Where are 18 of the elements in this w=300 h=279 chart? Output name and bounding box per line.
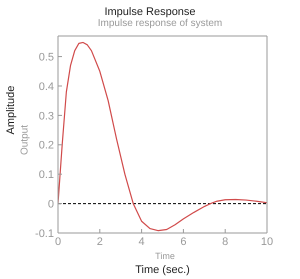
text: Output	[20, 124, 30, 156]
x-tick-label: 4	[138, 236, 145, 248]
y-tick-label: 0.4	[38, 80, 54, 93]
text: Time	[155, 251, 175, 261]
x-axis-title: Time (sec.)	[135, 264, 190, 276]
y-tick-label: 0.3	[38, 110, 54, 122]
y-tick-label: 0.1	[38, 169, 54, 182]
chart-subtitle: Impulse response of system	[96, 18, 224, 29]
x-tick-label: 8	[222, 236, 228, 248]
x-tick-label: 2	[96, 236, 103, 248]
y-tick-label: 0.2	[38, 140, 54, 152]
y-tick-label: 0	[48, 198, 54, 210]
y-tick-label: -0.1	[35, 228, 54, 240]
y-tick-label: 0.5	[38, 51, 54, 64]
x-tick-label: 10	[260, 236, 274, 248]
chart-title: Impulse Response	[103, 6, 197, 18]
y-axis-title: Amplitude	[4, 86, 17, 134]
x-tick-label: 6	[180, 236, 186, 248]
